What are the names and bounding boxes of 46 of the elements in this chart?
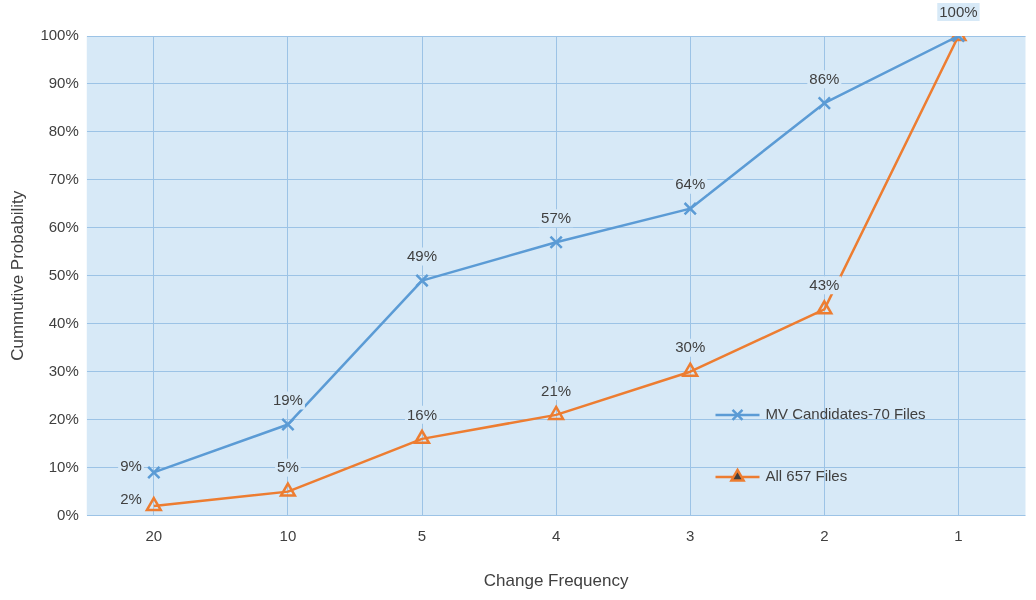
point <box>547 405 565 421</box>
x-tick-label: 4 <box>551 526 561 544</box>
point <box>816 300 833 315</box>
x-tick-label: 5 <box>417 526 427 544</box>
y-axis-title: Cummutive Probability <box>7 190 27 361</box>
y-tick-label: 50% <box>48 265 79 283</box>
point <box>145 496 162 512</box>
x-tick-label: 2 <box>820 526 829 544</box>
y-tick-label: 20% <box>48 409 79 427</box>
x-tick-label: 10 <box>279 526 297 544</box>
data-label: 2% <box>120 490 142 508</box>
point <box>817 96 832 111</box>
legend-label: All 657 Files <box>765 467 848 485</box>
y-tick-label: 80% <box>48 122 79 140</box>
data-label: 16% <box>407 405 438 423</box>
x-tick-label: 20 <box>145 526 163 544</box>
data-label: 5% <box>277 458 299 476</box>
point <box>683 201 698 216</box>
point <box>415 273 429 288</box>
y-tick-label: 30% <box>48 361 79 379</box>
y-tick-label: 90% <box>48 74 79 92</box>
y-tick-label: 0% <box>57 505 79 523</box>
data-label: 57% <box>541 208 572 226</box>
y-tick-label: 70% <box>48 170 79 188</box>
y-tick-label: 40% <box>48 313 79 331</box>
x-tick-label: 3 <box>686 526 695 544</box>
point <box>549 235 564 250</box>
point <box>682 362 699 377</box>
data-label: 21% <box>541 381 572 399</box>
y-tick-label: 10% <box>48 457 79 475</box>
data-label: 43% <box>809 276 840 294</box>
x-tick-label: 1 <box>954 526 963 544</box>
point <box>281 417 295 432</box>
data-label: 64% <box>675 175 706 193</box>
point <box>413 429 431 445</box>
x-axis-title: Change Frequency <box>483 571 629 591</box>
data-label: 9% <box>120 456 142 474</box>
data-label: 86% <box>809 69 840 87</box>
data-label: 19% <box>272 391 303 409</box>
data-label: 100% <box>939 2 978 20</box>
data-label: 30% <box>675 338 706 356</box>
y-tick-label: 60% <box>48 217 79 235</box>
data-label: 49% <box>407 247 438 265</box>
legend-label: MV Candidates-70 Files <box>765 405 926 423</box>
y-tick-label: 100% <box>40 26 79 44</box>
point <box>279 482 297 497</box>
